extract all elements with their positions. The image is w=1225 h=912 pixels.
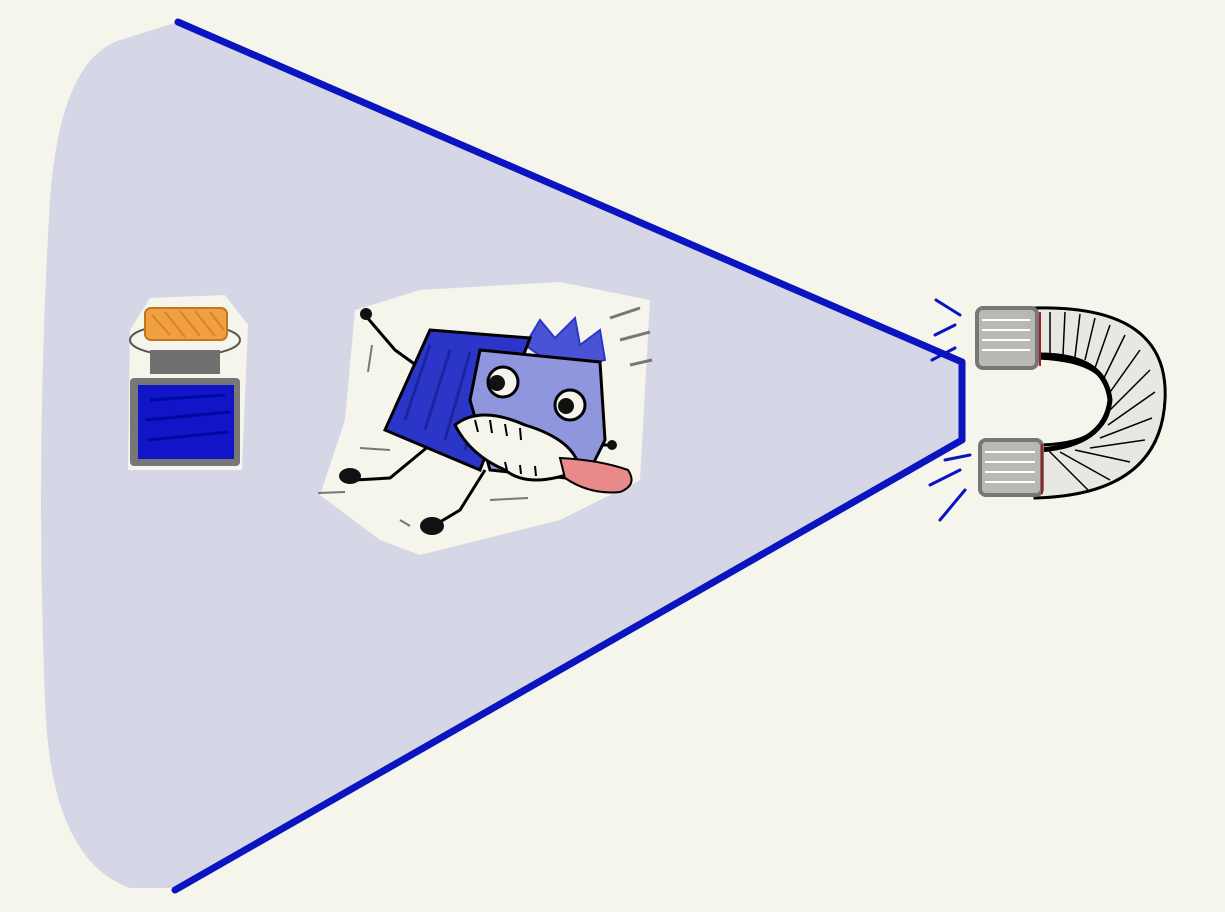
cube-character-icon xyxy=(317,306,653,535)
jar-icon xyxy=(129,307,241,466)
tongue xyxy=(558,456,633,494)
field-boundary-top xyxy=(174,18,966,366)
field-boundary-bottom xyxy=(171,436,966,894)
magnet-icon xyxy=(928,298,1167,522)
